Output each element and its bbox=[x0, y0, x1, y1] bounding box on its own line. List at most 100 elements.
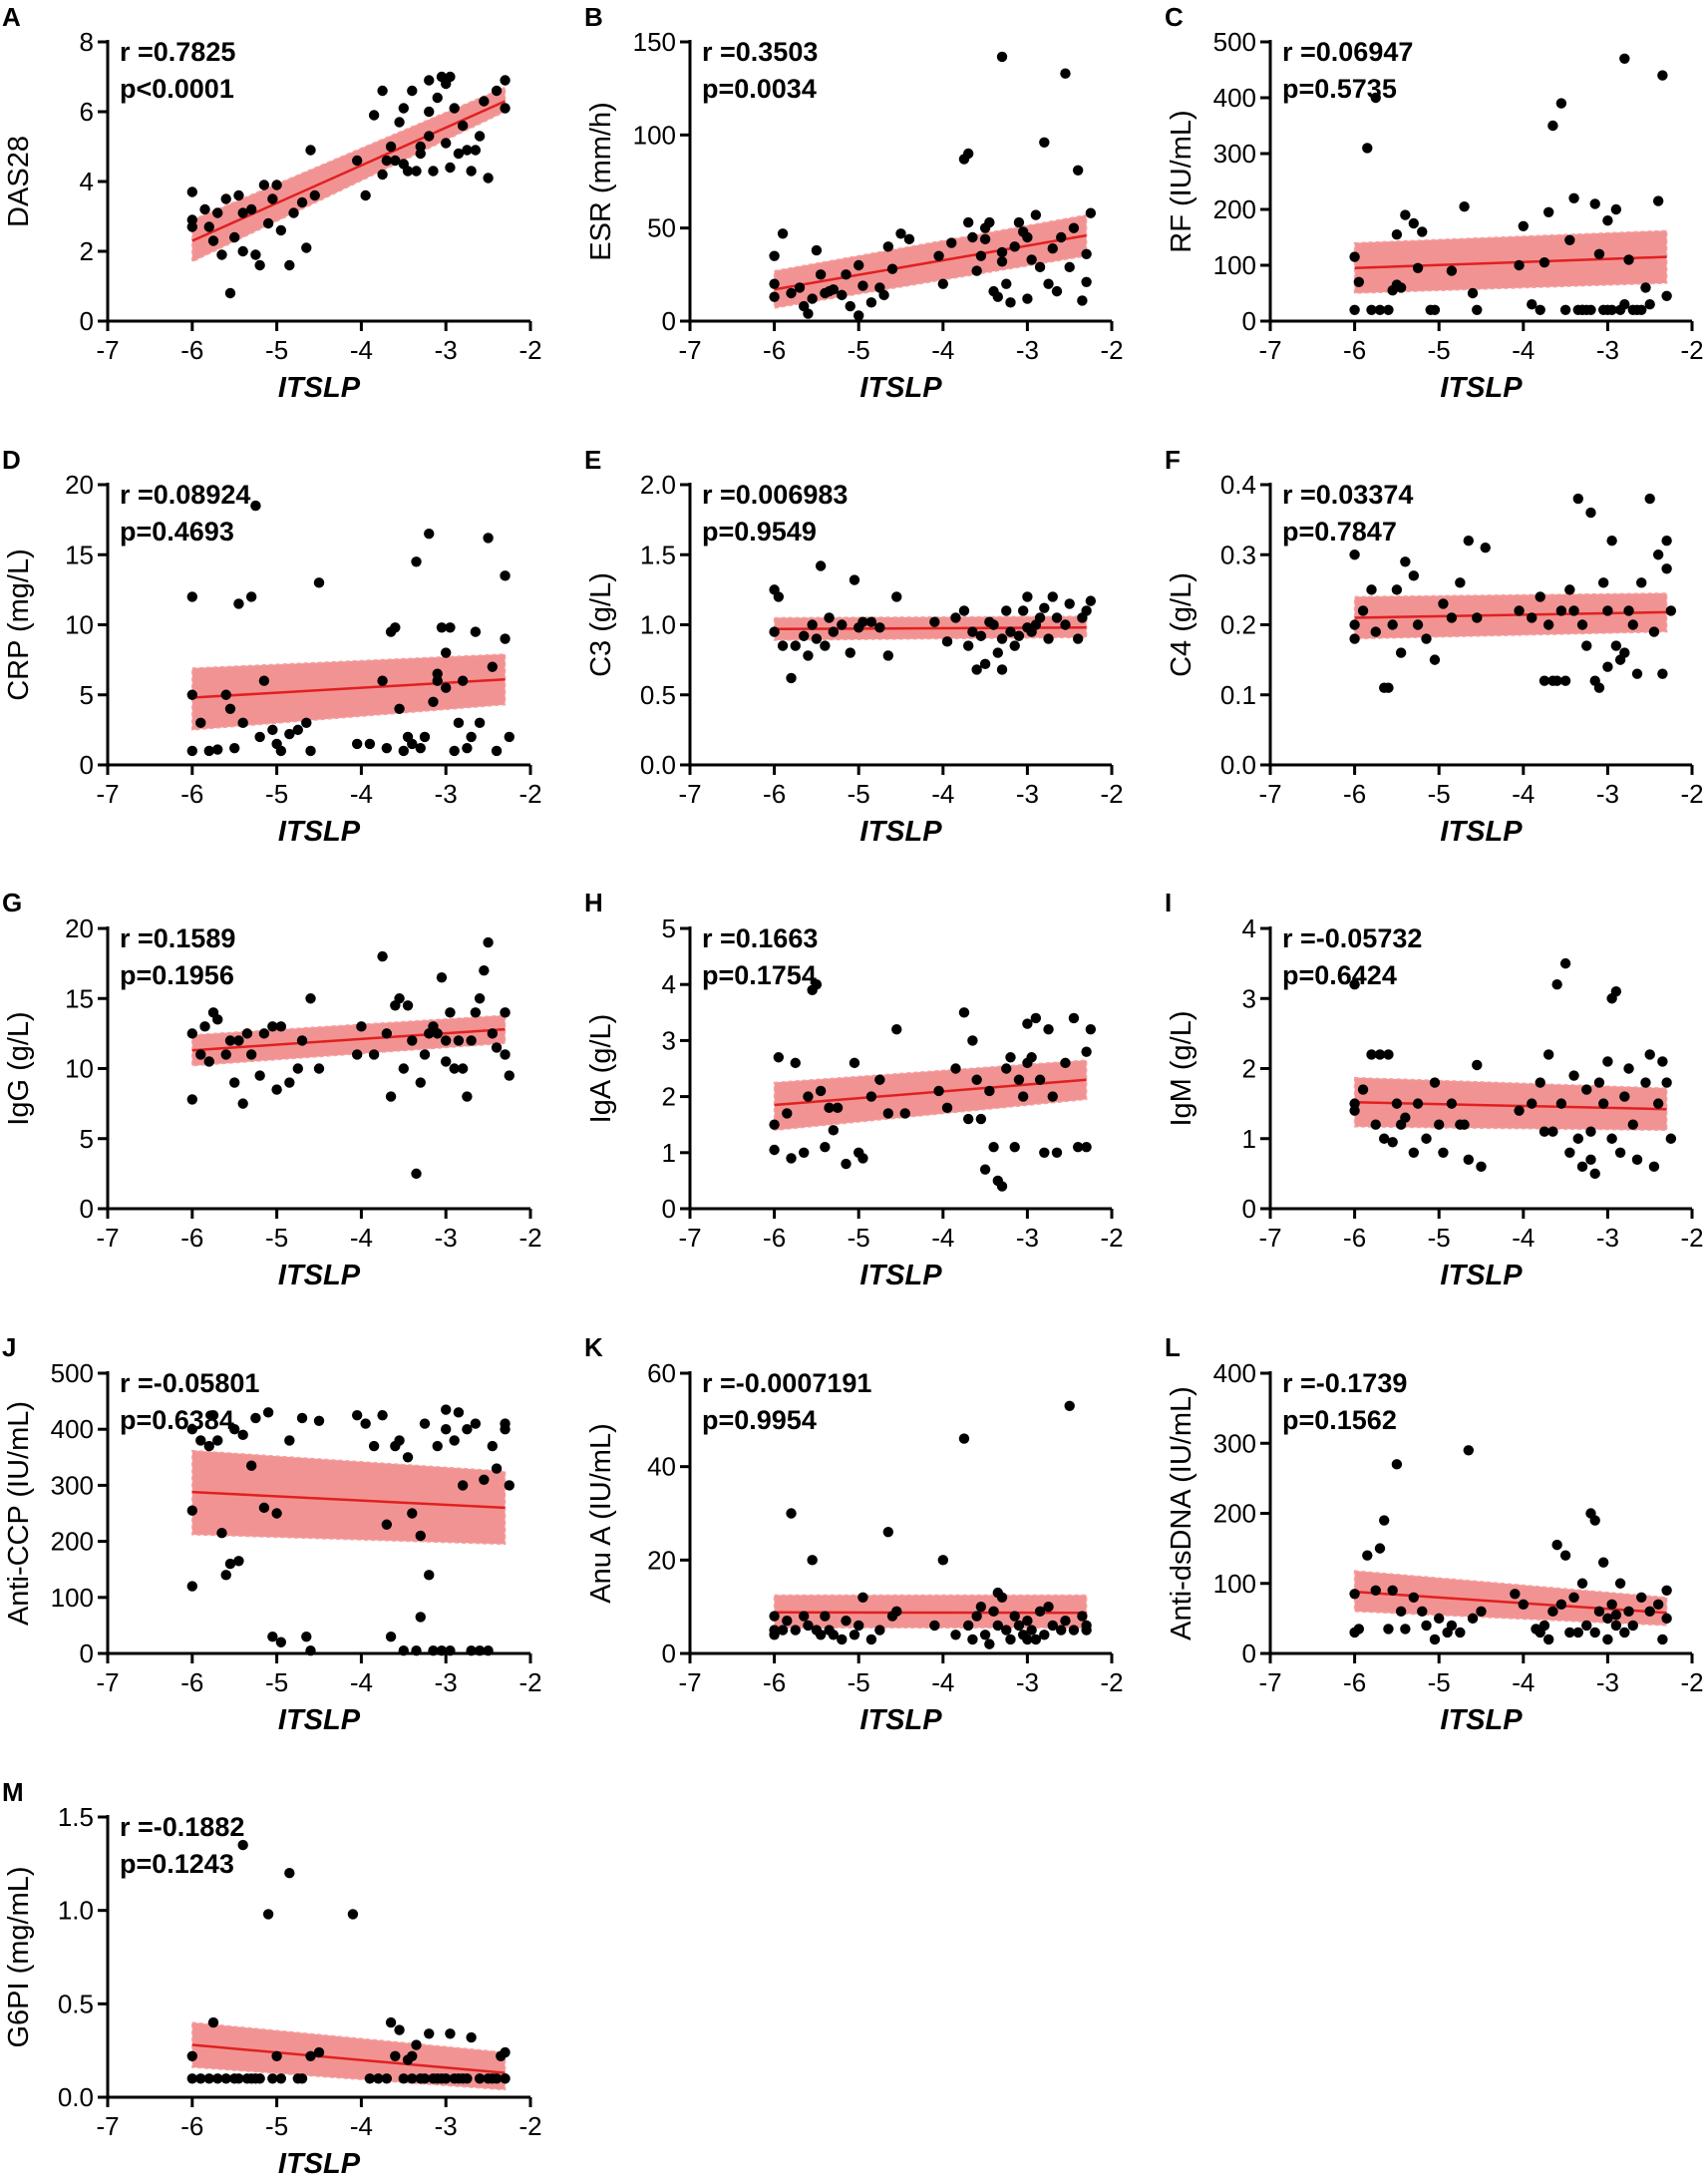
data-point bbox=[377, 85, 388, 97]
r-value-text: r =-0.0007191 bbox=[702, 1368, 871, 1398]
data-point bbox=[441, 138, 452, 149]
data-point bbox=[1421, 1620, 1432, 1632]
data-point bbox=[1627, 619, 1638, 630]
data-point bbox=[398, 745, 409, 757]
data-point bbox=[186, 689, 197, 700]
data-point bbox=[441, 2073, 452, 2084]
data-point bbox=[237, 1429, 248, 1441]
data-point bbox=[457, 675, 469, 686]
x-axis-label: ITSLP bbox=[1440, 816, 1523, 848]
data-point bbox=[390, 2050, 401, 2061]
data-point bbox=[445, 1007, 456, 1018]
data-point bbox=[1564, 1147, 1575, 1159]
data-point bbox=[407, 85, 418, 97]
p-value-text: p=0.1754 bbox=[702, 960, 817, 990]
data-point bbox=[1349, 979, 1360, 990]
panel-i: I -7 -6 -5 -4 -3 -2 0 1 2 3 4 ITSLP IgM (g/L) r =-0.05… bbox=[1165, 888, 1704, 1291]
r-value-text: r =-0.1739 bbox=[1282, 1368, 1407, 1398]
data-point bbox=[1585, 1154, 1596, 1166]
data-point bbox=[305, 2050, 316, 2061]
x-tick-label: -6 bbox=[180, 779, 203, 809]
x-axis-label: ITSLP bbox=[278, 372, 361, 404]
y-axis-label: C4 (g/L) bbox=[1166, 572, 1197, 677]
data-point bbox=[237, 717, 248, 729]
data-point bbox=[1597, 577, 1609, 588]
data-point bbox=[1366, 1049, 1377, 1060]
data-point bbox=[351, 1049, 363, 1060]
data-point bbox=[1514, 605, 1525, 616]
data-point bbox=[351, 1409, 363, 1421]
x-tick-label: -5 bbox=[848, 1223, 870, 1253]
data-point bbox=[1665, 605, 1677, 616]
data-point bbox=[799, 630, 810, 641]
x-tick-label: -6 bbox=[180, 2111, 203, 2141]
data-point bbox=[356, 1021, 367, 1032]
data-point bbox=[491, 1042, 503, 1053]
data-point bbox=[254, 259, 265, 271]
data-point bbox=[1564, 1627, 1575, 1638]
x-tick-label: -3 bbox=[435, 1223, 458, 1253]
data-point bbox=[1602, 215, 1613, 226]
data-point bbox=[786, 1508, 797, 1519]
data-point bbox=[483, 533, 494, 544]
data-point bbox=[377, 1409, 388, 1421]
data-point bbox=[195, 1049, 206, 1060]
data-point bbox=[195, 2073, 206, 2084]
data-point bbox=[1043, 1601, 1054, 1613]
data-point bbox=[1614, 1147, 1626, 1159]
data-point bbox=[432, 92, 443, 104]
data-point bbox=[487, 661, 499, 672]
y-tick-label: 0 bbox=[662, 1638, 676, 1668]
x-tick-label: -6 bbox=[763, 779, 786, 809]
data-point bbox=[1039, 137, 1050, 148]
data-point bbox=[216, 1527, 227, 1539]
data-point bbox=[882, 241, 894, 252]
data-point bbox=[1005, 1634, 1016, 1645]
x-tick-label: -2 bbox=[518, 335, 541, 365]
data-point bbox=[1022, 591, 1033, 602]
x-tick-label: -7 bbox=[678, 1223, 701, 1253]
data-point bbox=[394, 1435, 405, 1446]
data-point bbox=[453, 148, 465, 160]
data-point bbox=[1644, 1049, 1655, 1060]
panel-d: D -7 -6 -5 -4 -3 -2 0 5 10 15 20 ITSLP CRP (mg/L) r =0… bbox=[2, 445, 542, 848]
y-axis-label: G6PI (mg/mL) bbox=[3, 1866, 35, 2047]
x-tick-label: -5 bbox=[1428, 1667, 1451, 1697]
data-point bbox=[453, 1407, 465, 1418]
data-point bbox=[815, 269, 827, 280]
data-point bbox=[1527, 612, 1537, 623]
data-point bbox=[453, 717, 465, 729]
data-point bbox=[1631, 668, 1643, 679]
data-point bbox=[895, 228, 906, 239]
x-tick-label: -2 bbox=[518, 1223, 541, 1253]
y-tick-label: 100 bbox=[1213, 1569, 1256, 1599]
data-point bbox=[769, 626, 780, 637]
y-tick-label: 300 bbox=[51, 1470, 94, 1500]
data-point bbox=[186, 1505, 197, 1516]
data-point bbox=[1429, 1077, 1441, 1088]
data-point bbox=[1606, 304, 1617, 315]
data-point bbox=[402, 166, 414, 177]
regression-line bbox=[1354, 1100, 1667, 1111]
data-point bbox=[186, 2073, 197, 2084]
data-point bbox=[271, 2050, 282, 2061]
data-point bbox=[1349, 251, 1360, 262]
data-point bbox=[828, 626, 840, 637]
data-point bbox=[436, 622, 448, 633]
r-value-text: r =0.1663 bbox=[702, 923, 818, 953]
data-point bbox=[1383, 1049, 1394, 1060]
data-point bbox=[1636, 1592, 1647, 1604]
data-point bbox=[424, 106, 435, 118]
data-point bbox=[1576, 1578, 1588, 1589]
x-tick-label: -7 bbox=[96, 779, 119, 809]
x-tick-label: -6 bbox=[1343, 779, 1366, 809]
data-point bbox=[1391, 229, 1403, 240]
data-point bbox=[441, 1404, 452, 1415]
data-point bbox=[1362, 1550, 1373, 1561]
data-point bbox=[305, 745, 316, 757]
data-point bbox=[1060, 1057, 1071, 1069]
data-point bbox=[837, 1634, 848, 1645]
data-point bbox=[216, 249, 227, 260]
data-point bbox=[1527, 1098, 1537, 1109]
data-point bbox=[996, 633, 1008, 644]
